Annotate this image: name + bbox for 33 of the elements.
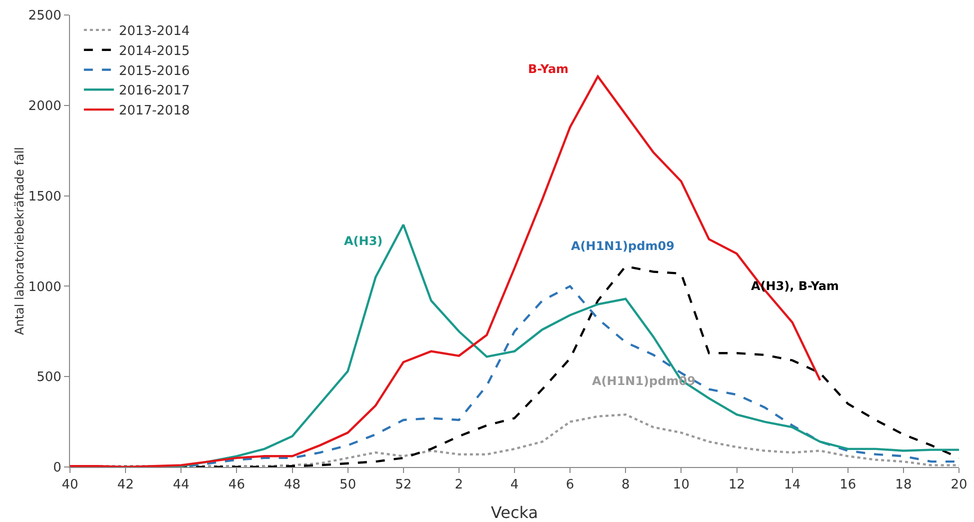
x-tick-label: 48 [284,478,301,493]
x-tick-label: 52 [395,478,412,493]
legend-label: 2016-2017 [118,84,190,99]
x-tick-label: 50 [340,478,356,493]
annotation: A(H1N1)pdm09 [571,239,674,253]
y-tick-label: 1500 [28,189,62,204]
y-tick-label: 1000 [28,280,62,295]
annotation: A(H3) [344,234,383,248]
x-tick-label: 2 [454,478,464,493]
legend-label: 2014-2015 [118,44,190,59]
y-tick-label: 2500 [28,8,62,24]
x-tick-label: 20 [950,478,968,493]
x-tick-label: 12 [728,478,746,493]
x-tick-label: 6 [566,478,574,493]
x-tick-label: 10 [672,478,690,493]
x-tick-label: 16 [840,478,856,493]
y-tick-label: 500 [36,370,62,386]
x-tick-label: 18 [895,478,912,493]
x-tick-label: 46 [228,478,245,493]
y-axis-title: Antal laboratoriebekräftade fall [12,146,26,336]
x-tick-label: 4 [510,478,519,493]
annotation: B-Yam [528,62,569,76]
legend-label: 2015-2016 [118,64,190,79]
legend-label: 2013-2014 [118,24,190,40]
legend-label: 2017-2018 [118,104,190,119]
x-tick-label: 14 [784,478,801,493]
x-tick-label: 44 [172,478,190,493]
x-tick-label: 8 [621,478,630,493]
y-tick-label: 2000 [28,98,62,114]
x-tick-label: 42 [117,478,134,493]
y-tick-label: 0 [53,460,62,476]
x-tick-label: 40 [62,478,78,493]
x-axis-title: Vecka [490,503,538,522]
